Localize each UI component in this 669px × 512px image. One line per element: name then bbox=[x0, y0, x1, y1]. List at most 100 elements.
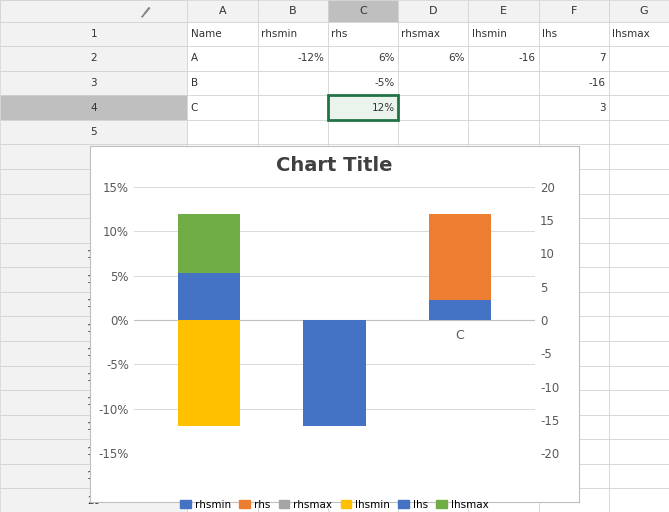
Text: C: C bbox=[191, 102, 198, 113]
Bar bbox=[0, 46, 187, 71]
Text: 6: 6 bbox=[90, 152, 97, 162]
Text: 11: 11 bbox=[87, 274, 100, 285]
Text: 2: 2 bbox=[90, 53, 97, 63]
Text: lhsmax: lhsmax bbox=[612, 29, 650, 39]
Bar bbox=[398, 415, 468, 439]
Bar bbox=[328, 488, 398, 512]
Bar bbox=[609, 95, 669, 120]
Bar bbox=[468, 415, 539, 439]
Bar bbox=[609, 292, 669, 316]
Bar bbox=[328, 169, 398, 194]
Bar bbox=[328, 366, 398, 390]
Bar bbox=[398, 439, 468, 464]
Bar bbox=[0, 341, 187, 366]
Text: 7: 7 bbox=[90, 176, 97, 186]
Bar bbox=[328, 218, 398, 243]
Bar bbox=[187, 316, 258, 341]
Bar bbox=[187, 488, 258, 512]
Bar bbox=[0, 390, 187, 415]
Text: -16: -16 bbox=[518, 53, 535, 63]
Bar bbox=[187, 218, 258, 243]
Bar bbox=[539, 22, 609, 46]
Bar bbox=[539, 194, 609, 218]
Bar bbox=[258, 341, 328, 366]
Bar bbox=[0, 464, 187, 488]
Bar bbox=[328, 439, 398, 464]
Bar bbox=[609, 243, 669, 267]
Bar bbox=[398, 144, 468, 169]
Bar bbox=[258, 267, 328, 292]
Bar bbox=[328, 120, 398, 144]
Text: 12%: 12% bbox=[371, 102, 395, 113]
Text: Name: Name bbox=[191, 29, 221, 39]
Bar bbox=[398, 292, 468, 316]
Bar bbox=[609, 464, 669, 488]
Bar bbox=[609, 144, 669, 169]
Bar bbox=[539, 488, 609, 512]
Bar bbox=[258, 71, 328, 95]
Bar bbox=[398, 22, 468, 46]
Bar bbox=[328, 0, 398, 22]
Bar bbox=[0, 0, 187, 22]
Bar bbox=[398, 390, 468, 415]
Bar bbox=[187, 95, 258, 120]
Text: 5: 5 bbox=[90, 127, 97, 137]
Bar bbox=[398, 366, 468, 390]
Bar bbox=[328, 316, 398, 341]
Text: -16: -16 bbox=[589, 78, 605, 88]
Bar bbox=[328, 243, 398, 267]
Text: 18: 18 bbox=[87, 446, 100, 457]
Text: 16: 16 bbox=[87, 397, 100, 408]
Bar bbox=[0, 415, 187, 439]
Bar bbox=[539, 46, 609, 71]
Bar bbox=[0, 439, 187, 464]
Bar bbox=[609, 341, 669, 366]
Bar bbox=[187, 120, 258, 144]
Bar bbox=[468, 316, 539, 341]
Text: 3: 3 bbox=[90, 78, 97, 88]
Bar bbox=[398, 71, 468, 95]
Bar bbox=[398, 46, 468, 71]
Bar bbox=[468, 488, 539, 512]
Bar bbox=[258, 243, 328, 267]
Text: 19: 19 bbox=[87, 471, 100, 481]
Text: E: E bbox=[500, 6, 507, 16]
Bar bbox=[0, 292, 187, 316]
Text: G: G bbox=[640, 6, 648, 16]
Bar bbox=[468, 243, 539, 267]
Text: B: B bbox=[289, 6, 296, 16]
Bar bbox=[609, 0, 669, 22]
Bar bbox=[0, 243, 187, 267]
Bar bbox=[328, 71, 398, 95]
Bar bbox=[187, 415, 258, 439]
Bar bbox=[539, 366, 609, 390]
Bar bbox=[468, 120, 539, 144]
Text: 4: 4 bbox=[90, 102, 97, 113]
Text: 8: 8 bbox=[90, 201, 97, 211]
Bar bbox=[328, 22, 398, 46]
Bar bbox=[539, 243, 609, 267]
Bar bbox=[539, 218, 609, 243]
Bar bbox=[398, 95, 468, 120]
Bar bbox=[468, 439, 539, 464]
Bar bbox=[258, 218, 328, 243]
Bar bbox=[178, 214, 240, 267]
Bar bbox=[328, 95, 398, 120]
Text: C: C bbox=[359, 6, 367, 16]
Bar bbox=[468, 46, 539, 71]
Bar bbox=[187, 464, 258, 488]
Text: B: B bbox=[330, 329, 339, 342]
Bar bbox=[187, 341, 258, 366]
Bar bbox=[258, 144, 328, 169]
Bar bbox=[609, 415, 669, 439]
Bar bbox=[303, 320, 366, 426]
Bar bbox=[609, 46, 669, 71]
Bar bbox=[0, 144, 187, 169]
Bar bbox=[328, 46, 398, 71]
Text: 6%: 6% bbox=[378, 53, 395, 63]
Bar bbox=[468, 218, 539, 243]
Bar bbox=[258, 464, 328, 488]
Bar bbox=[258, 22, 328, 46]
Bar bbox=[0, 169, 187, 194]
Bar bbox=[187, 169, 258, 194]
